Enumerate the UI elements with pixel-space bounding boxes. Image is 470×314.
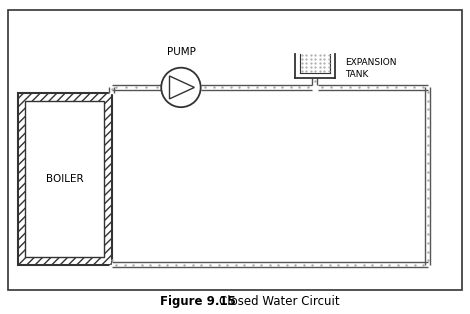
Bar bbox=[300, 54, 330, 73]
Bar bbox=[25, 100, 104, 257]
Text: Figure 9.15: Figure 9.15 bbox=[160, 295, 235, 308]
Circle shape bbox=[161, 68, 201, 107]
Text: Closed Water Circuit: Closed Water Circuit bbox=[219, 295, 339, 308]
Bar bbox=[8, 10, 462, 290]
Text: BOILER: BOILER bbox=[46, 174, 84, 184]
Text: TANK: TANK bbox=[345, 70, 368, 79]
Text: EXPANSION: EXPANSION bbox=[345, 58, 397, 67]
Text: PUMP: PUMP bbox=[166, 47, 196, 57]
Bar bbox=[18, 93, 112, 265]
